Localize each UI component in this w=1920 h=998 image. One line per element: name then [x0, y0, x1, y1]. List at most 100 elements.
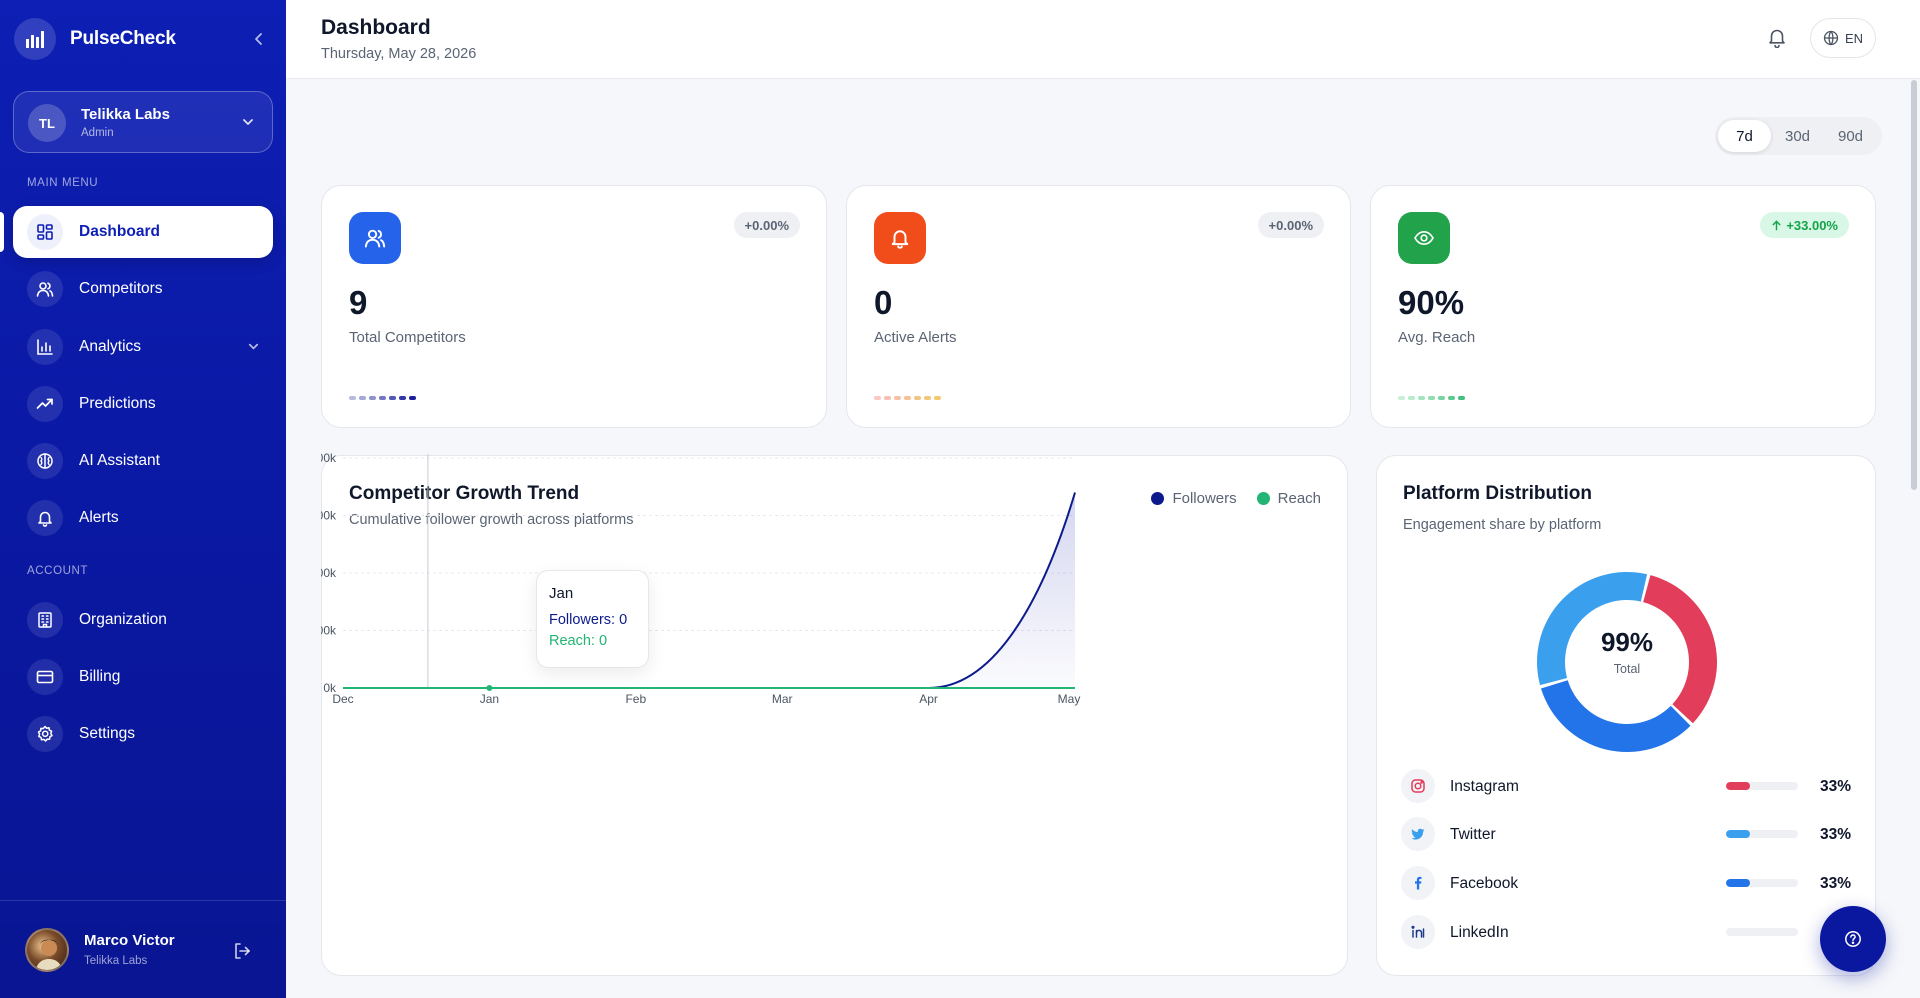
user-org: Telikka Labs [84, 955, 148, 967]
legend-dot [1256, 492, 1270, 505]
platform-row-instagram[interactable]: Instagram 33% [1401, 769, 1851, 803]
org-name: Telikka Labs [81, 106, 170, 123]
language-switcher[interactable]: EN [1810, 18, 1876, 58]
help-button[interactable] [1820, 906, 1886, 972]
account-label: ACCOUNT [27, 565, 89, 577]
nav-item-ai-assistant[interactable]: AI Assistant [13, 435, 273, 487]
user-name: Marco Victor [84, 932, 175, 949]
legend-label: Followers [1172, 490, 1237, 507]
followers-line [343, 492, 1076, 689]
bell-icon [27, 500, 63, 536]
x-tick-label: Feb [625, 692, 646, 706]
collapse-sidebar-icon[interactable] [250, 30, 268, 48]
donut-slice-twitter[interactable] [1537, 572, 1648, 686]
platform-bar [1726, 879, 1798, 887]
twitter-icon [1401, 817, 1435, 851]
stat-value: 0 [874, 284, 893, 321]
change-badge: +33.00% [1760, 212, 1849, 238]
x-tick-label: Dec [332, 692, 353, 706]
platform-row-linkedin[interactable]: LinkedIn [1401, 915, 1851, 949]
instagram-icon [1401, 769, 1435, 803]
platform-distribution-card: Platform Distribution Engagement share b… [1376, 455, 1876, 976]
range-90d[interactable]: 90d [1837, 127, 1864, 145]
stat-label: Active Alerts [874, 329, 957, 346]
users-icon [27, 271, 63, 307]
linkedin-icon [1401, 915, 1435, 949]
platform-percent: 33% [1819, 826, 1851, 843]
arrow-up-icon [1771, 220, 1782, 231]
nav-item-dashboard[interactable]: Dashboard [13, 206, 273, 258]
platform-row-facebook[interactable]: Facebook 33% [1401, 866, 1851, 900]
stat-value: 9 [349, 284, 368, 321]
legend-label: Reach [1277, 490, 1321, 507]
y-tick-label: 2500k [321, 624, 337, 638]
chart-subtitle: Cumulative follower growth across platfo… [349, 512, 634, 528]
avatar[interactable] [25, 928, 69, 972]
sparkline-dots [349, 396, 416, 400]
stat-card-reach[interactable]: +33.00% 90% Avg. Reach [1370, 185, 1876, 428]
org-role: Admin [81, 127, 114, 139]
nav-item-predictions[interactable]: Predictions [13, 378, 273, 430]
platform-donut-chart[interactable] [1527, 562, 1727, 762]
legend-item-followers[interactable]: Followers [1151, 490, 1237, 507]
platform-name: Twitter [1450, 826, 1496, 843]
donut-slice-instagram[interactable] [1643, 575, 1717, 724]
nav-label: Settings [79, 725, 136, 742]
nav-label: Billing [79, 668, 121, 685]
brand-name: PulseCheck [70, 28, 176, 49]
nav-item-competitors[interactable]: Competitors [13, 263, 273, 315]
nav-label: Alerts [79, 509, 119, 526]
language-label: EN [1844, 30, 1864, 46]
x-tick-label: Apr [919, 692, 938, 706]
globe-icon [1823, 30, 1839, 46]
change-badge: +0.00% [733, 212, 800, 238]
legend-item-reach[interactable]: Reach [1256, 490, 1321, 507]
nav-label: Dashboard [79, 223, 160, 240]
logout-icon[interactable] [232, 941, 252, 961]
y-tick-label: 7500k [321, 509, 337, 523]
stat-card-alerts[interactable]: +0.00% 0 Active Alerts [846, 185, 1351, 428]
platform-row-twitter[interactable]: Twitter 33% [1401, 817, 1851, 851]
main-menu-label: MAIN MENU [27, 177, 99, 189]
x-tick-label: Mar [772, 692, 793, 706]
date-range-toggle: 7d 30d 90d [1715, 117, 1882, 155]
org-switcher[interactable]: TL Telikka Labs Admin [13, 91, 273, 153]
followers-area [343, 492, 1075, 688]
sparkline-dots [874, 396, 941, 400]
y-tick-label: 5000k [321, 566, 337, 580]
gear-icon [27, 716, 63, 752]
nav-item-settings[interactable]: Settings [13, 708, 273, 760]
donut-slice-facebook[interactable] [1540, 680, 1691, 752]
tooltip-reach: Reach: 0 [549, 633, 608, 649]
growth-chart-card: Competitor Growth Trend Cumulative follo… [321, 455, 1348, 976]
tooltip-title: Jan [549, 585, 574, 602]
range-7d[interactable]: 7d [1718, 120, 1771, 152]
nav-item-billing[interactable]: Billing [13, 651, 273, 703]
top-header: Dashboard Thursday, May 28, 2026 EN [286, 0, 1920, 79]
sparkline-dots [1398, 396, 1465, 400]
chart-legend: Followers Reach [1151, 490, 1321, 507]
page-scrollbar[interactable] [1911, 80, 1917, 490]
nav-label: Organization [79, 611, 167, 628]
chart-title: Platform Distribution [1403, 483, 1592, 504]
brand[interactable]: PulseCheck [14, 18, 176, 60]
notifications-bell-icon[interactable] [1766, 26, 1788, 48]
facebook-icon [1401, 866, 1435, 900]
stat-card-competitors[interactable]: +0.00% 9 Total Competitors [321, 185, 827, 428]
nav-item-analytics[interactable]: Analytics [13, 321, 273, 373]
users-icon [349, 212, 401, 264]
stat-label: Avg. Reach [1398, 329, 1476, 346]
range-30d[interactable]: 30d [1784, 127, 1811, 145]
page-title: Dashboard [321, 16, 431, 39]
nav-item-organization[interactable]: Organization [13, 594, 273, 646]
tooltip-followers: Followers: 0 [549, 612, 628, 628]
growth-line-chart[interactable]: 0k 2500k 5000k 7500k 10000k Dec Jan Feb Mar Apr Ma… [321, 445, 1341, 735]
eye-icon [1398, 212, 1450, 264]
donut-total-value: 99% [1600, 627, 1654, 657]
platform-name: LinkedIn [1450, 924, 1509, 941]
dashboard-icon [27, 214, 63, 250]
help-question-icon [1844, 930, 1862, 948]
nav-item-alerts[interactable]: Alerts [13, 492, 273, 544]
y-tick-label: 10000k [321, 451, 337, 465]
platform-bar-fill [1726, 879, 1750, 887]
